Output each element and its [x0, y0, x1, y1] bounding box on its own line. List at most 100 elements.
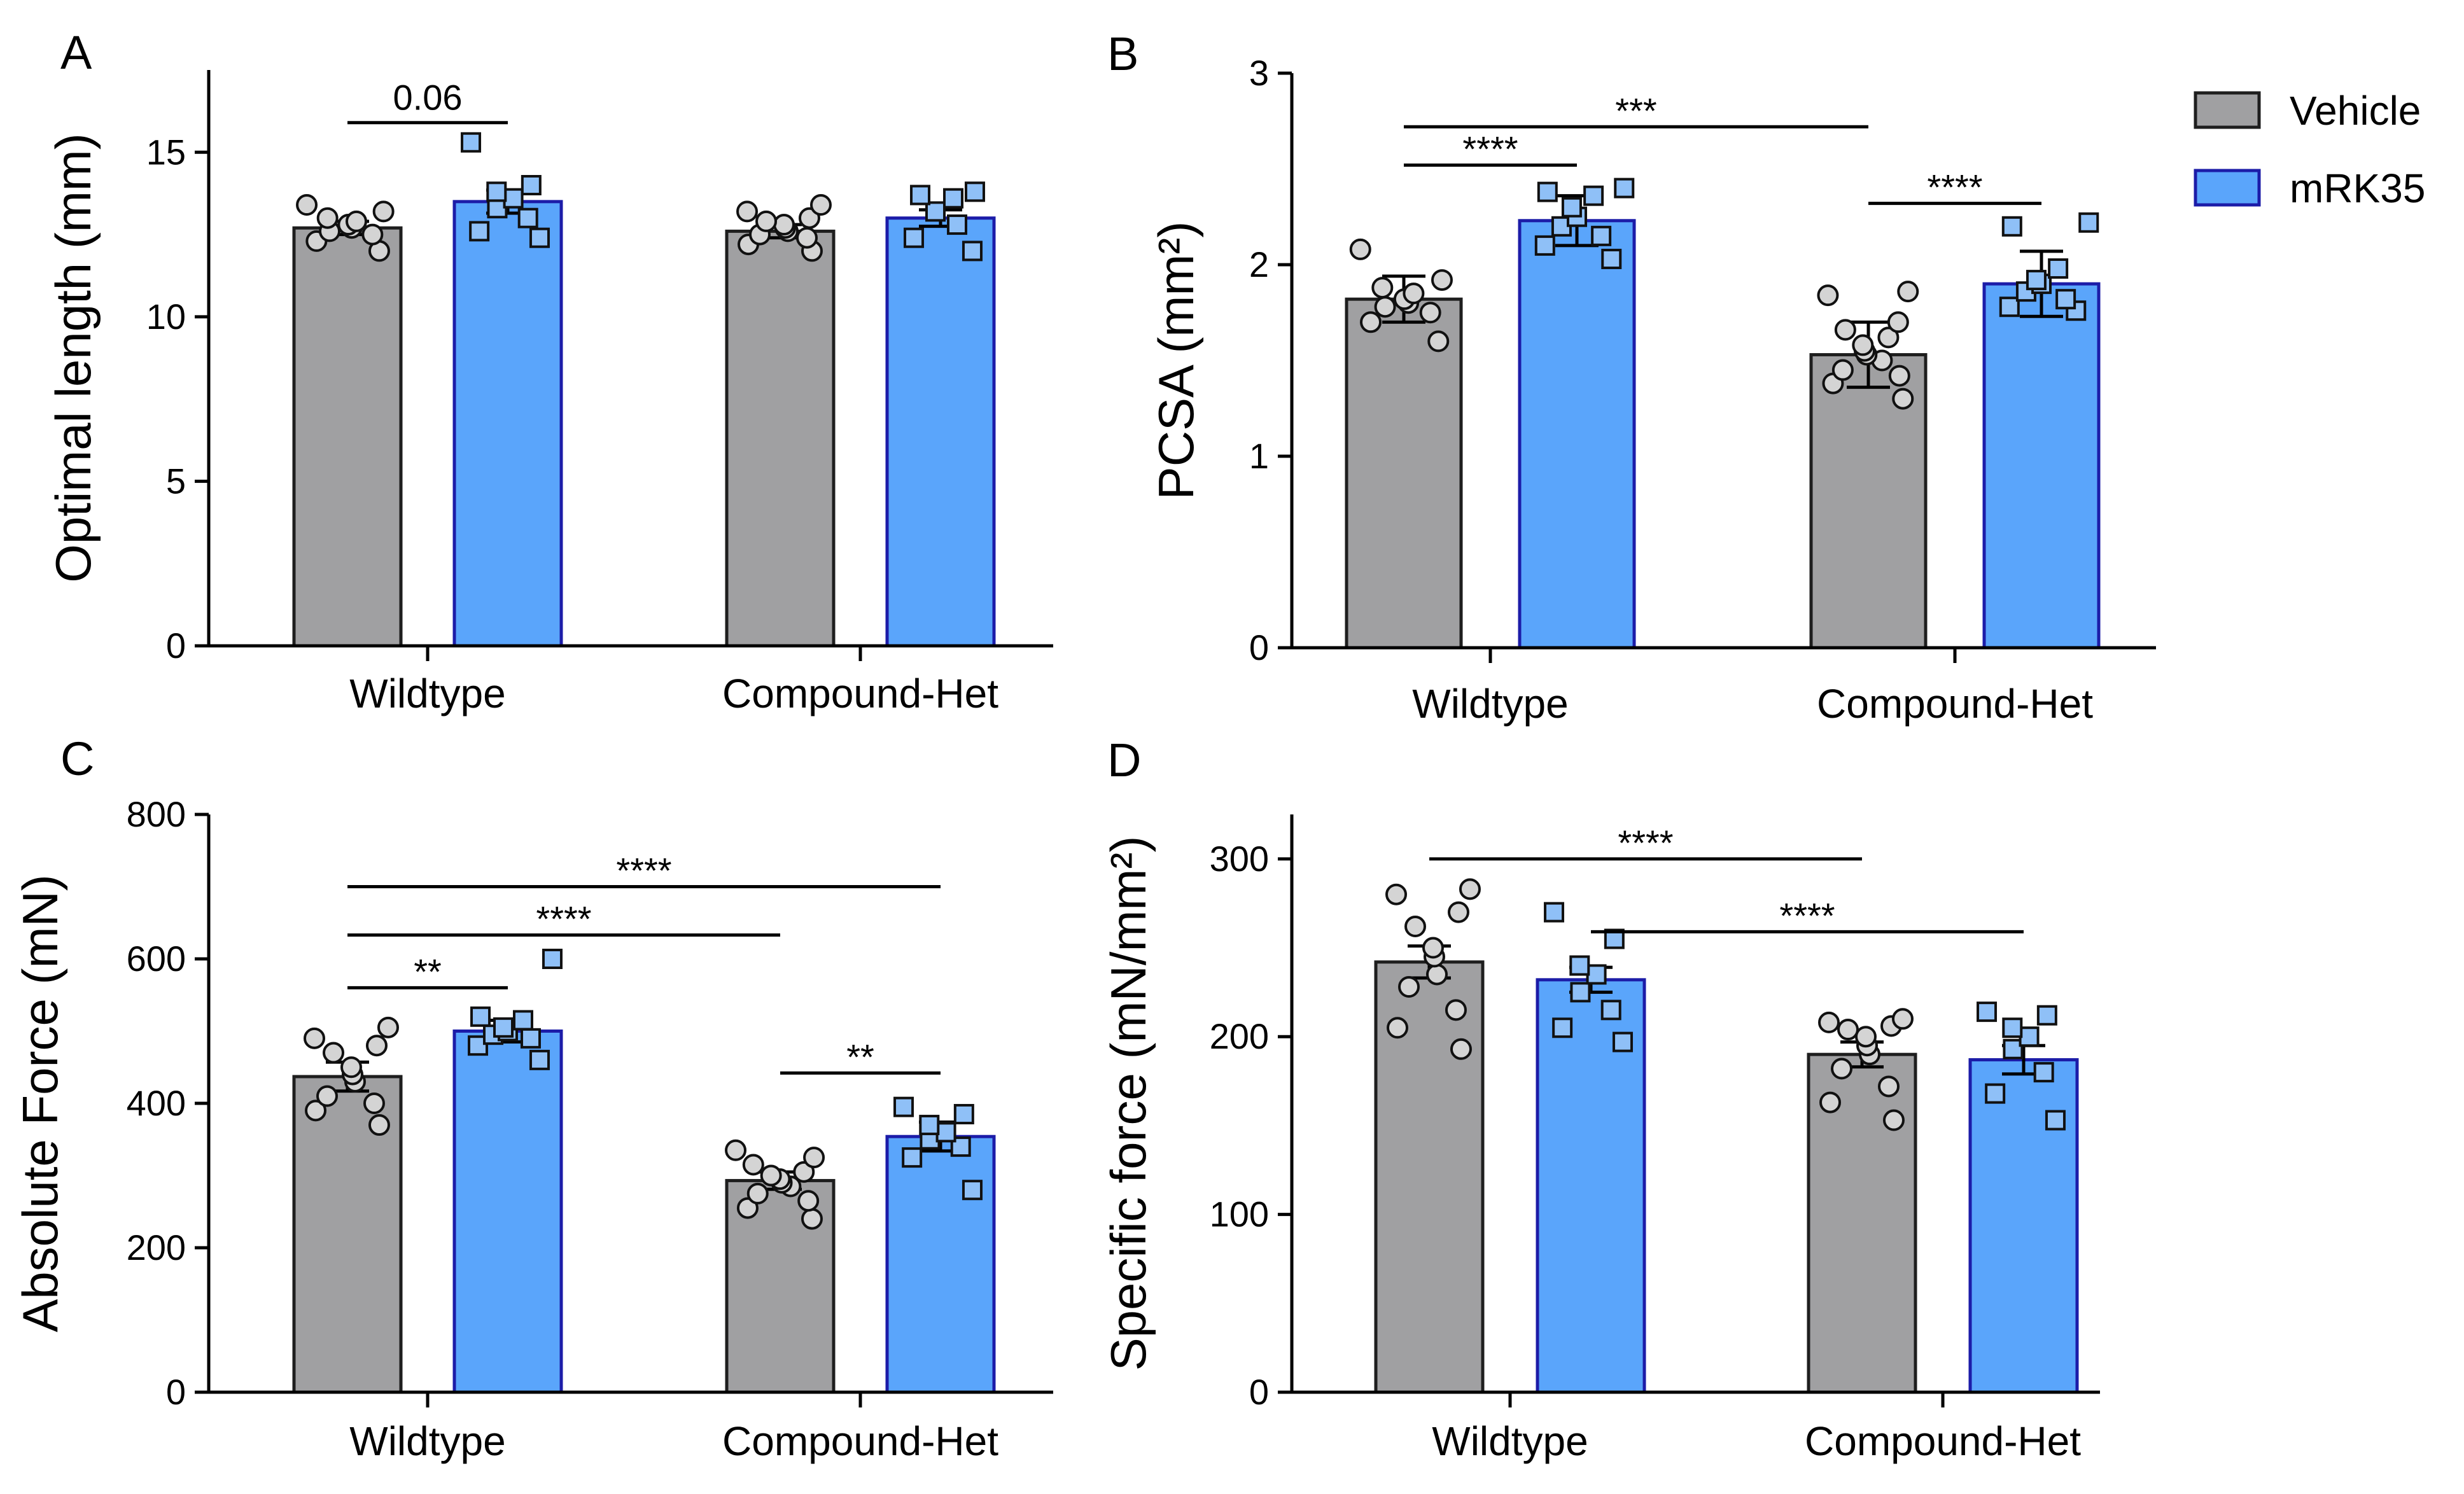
panel-a: A 0 5 10 15 Wildtype Compound-Het Optimal lengt… — [45, 26, 1053, 716]
data-point — [795, 227, 818, 249]
data-point — [1612, 1031, 1633, 1052]
data-point — [1877, 1075, 1900, 1098]
data-point — [469, 221, 490, 242]
data-point — [1450, 1038, 1472, 1060]
y-tick-label: 1 — [1249, 436, 1269, 476]
legend-label-vehicle: Vehicle — [2290, 88, 2421, 134]
data-point — [964, 181, 985, 202]
bar — [452, 1030, 563, 1394]
data-point — [2078, 212, 2099, 233]
significance-label: ** — [414, 951, 442, 991]
data-point — [316, 1085, 339, 1107]
significance-label: **** — [536, 899, 591, 939]
y-tick-label: 0 — [166, 1372, 186, 1412]
data-point — [760, 1164, 782, 1187]
y-tick-label: 10 — [146, 297, 186, 337]
data-point — [902, 1147, 923, 1168]
x-tick-label: Compound-Het — [722, 1418, 998, 1464]
data-point — [1561, 197, 1582, 218]
panel-d: D 0 100 200 300 Wildtype Compound-Het Specific … — [1100, 734, 2100, 1464]
significance-label: 0.06 — [393, 78, 463, 118]
data-point — [304, 1027, 326, 1049]
data-point — [542, 949, 563, 969]
bar — [725, 229, 836, 648]
data-point — [942, 188, 963, 209]
data-point — [1586, 964, 1607, 985]
x-tick-label: Wildtype — [1432, 1418, 1588, 1464]
data-point — [361, 223, 384, 246]
data-point — [1834, 319, 1856, 341]
data-point — [1601, 248, 1622, 269]
data-point — [305, 1100, 327, 1122]
data-point — [1817, 284, 1839, 307]
data-point — [736, 1197, 759, 1219]
data-point — [1570, 982, 1591, 1003]
y-tick-label: 100 — [1210, 1194, 1269, 1234]
data-point — [797, 1190, 820, 1212]
data-point — [1819, 1091, 1842, 1114]
data-point — [372, 200, 395, 223]
data-point — [1888, 365, 1910, 387]
data-point — [1427, 330, 1450, 353]
y-tick-label: 400 — [127, 1083, 186, 1123]
data-point — [1614, 178, 1635, 199]
panel-letter: B — [1107, 27, 1138, 80]
x-tick-label: Wildtype — [349, 1418, 505, 1464]
data-point — [746, 1182, 769, 1204]
data-point — [486, 181, 507, 202]
data-point — [1537, 181, 1558, 202]
panel-letter: C — [60, 732, 94, 785]
significance-label: **** — [1927, 167, 1982, 207]
data-point — [1447, 901, 1469, 923]
data-point — [1892, 387, 1914, 410]
data-point — [365, 1035, 388, 1057]
data-point — [893, 1096, 914, 1117]
bar — [885, 216, 996, 648]
data-point — [1534, 235, 1555, 256]
data-point — [1999, 297, 2020, 318]
data-point — [2001, 216, 2022, 237]
data-point — [1591, 225, 1612, 246]
data-point — [742, 1154, 764, 1176]
significance-label: **** — [616, 851, 671, 891]
data-point — [1544, 902, 1565, 923]
legend-swatch-vehicle — [2194, 91, 2261, 129]
data-point — [803, 1147, 825, 1169]
y-tick-label: 2 — [1249, 244, 1269, 284]
data-point — [296, 194, 318, 216]
data-point — [1877, 326, 1900, 349]
data-point — [1552, 1017, 1573, 1038]
data-point — [493, 1017, 514, 1038]
data-point — [1404, 916, 1427, 938]
data-point — [910, 185, 931, 206]
significance-label: ** — [846, 1037, 874, 1077]
significance-label: **** — [1462, 129, 1518, 169]
y-tick-label: 600 — [127, 939, 186, 979]
data-point — [503, 188, 524, 209]
y-tick-label: 15 — [146, 132, 186, 172]
y-tick-label: 5 — [166, 461, 186, 501]
data-point — [755, 210, 778, 232]
y-tick-label: 800 — [127, 794, 186, 834]
data-point — [925, 201, 946, 222]
data-point — [529, 227, 550, 248]
data-point — [1985, 1083, 2006, 1104]
data-point — [1837, 1019, 1859, 1041]
data-point — [736, 200, 759, 223]
significance-label: **** — [1779, 895, 1835, 935]
data-point — [2045, 1110, 2066, 1131]
data-point — [1385, 883, 1408, 905]
data-point — [1422, 937, 1444, 959]
x-tick-label: Compound-Het — [722, 671, 998, 716]
y-tick-label: 0 — [1249, 627, 1269, 667]
data-point — [345, 210, 367, 232]
data-point — [1852, 334, 1874, 356]
data-point — [2033, 1062, 2054, 1083]
y-tick-label: 200 — [127, 1227, 186, 1267]
data-point — [809, 194, 832, 216]
x-tick-label: Compound-Het — [1805, 1418, 2081, 1464]
data-point — [1977, 1002, 1998, 1023]
data-point — [946, 214, 967, 235]
data-point — [1431, 269, 1453, 291]
